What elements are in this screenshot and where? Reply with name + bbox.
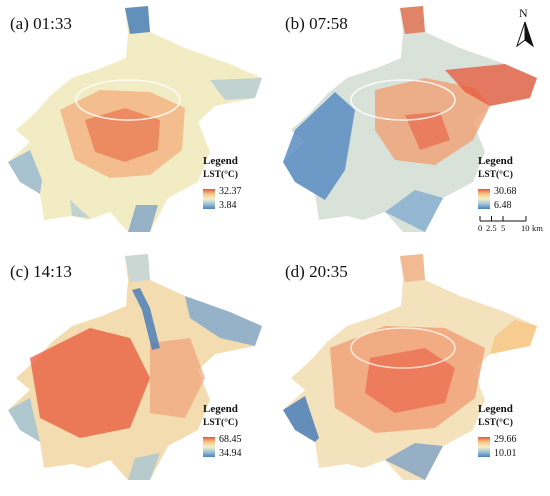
lst-map-c bbox=[8, 254, 262, 480]
north-arrow-icon bbox=[516, 21, 534, 48]
map-panel-b: (b) 07:58 Legend LST(°C) 30.68 6.48 bbox=[275, 0, 550, 248]
lst-map-b bbox=[283, 6, 537, 232]
legend-a-unit: LST(°C) bbox=[203, 170, 238, 180]
scale-unit: km bbox=[532, 223, 543, 233]
lst-map-d bbox=[283, 254, 537, 480]
legend-c-title: Legend bbox=[203, 403, 238, 415]
scale-bar-graphic bbox=[479, 216, 527, 222]
legend-a-min: 3.84 bbox=[219, 200, 237, 211]
scale-tick-3: 10 bbox=[521, 223, 530, 233]
legend-d-max: 29.66 bbox=[494, 434, 517, 445]
legend-b-unit: LST(°C) bbox=[478, 170, 513, 180]
lst-map-a bbox=[8, 6, 262, 232]
legend-d-color-ramp bbox=[478, 437, 490, 457]
panel-a-label: (a) 01:33 bbox=[10, 14, 72, 33]
legend-c-max: 68.45 bbox=[219, 434, 242, 445]
scale-tick-1: 2.5 bbox=[486, 223, 497, 233]
north-arrow: N bbox=[510, 6, 540, 50]
panel-c-label: (c) 14:13 bbox=[10, 262, 72, 281]
map-panel-c: (c) 14:13 Legend LST(°C) 68.45 34.94 bbox=[0, 248, 275, 496]
legend-a: Legend LST(°C) 32.37 3.84 bbox=[203, 155, 273, 211]
legend-b-min: 6.48 bbox=[494, 200, 512, 211]
legend-c: Legend LST(°C) 68.45 34.94 bbox=[203, 403, 273, 459]
legend-b: Legend LST(°C) 30.68 6.48 bbox=[478, 155, 548, 211]
legend-a-color-ramp bbox=[203, 189, 215, 209]
scale-bar: 0 2.5 5 10 km bbox=[476, 210, 548, 236]
map-panel-d: (d) 20:35 Legend LST(°C) 29.66 10.01 bbox=[275, 248, 550, 496]
legend-a-title: Legend bbox=[203, 155, 238, 167]
scale-tick-2: 5 bbox=[501, 223, 506, 233]
legend-d-min: 10.01 bbox=[494, 448, 517, 459]
legend-b-max: 30.68 bbox=[494, 186, 517, 197]
legend-c-unit: LST(°C) bbox=[203, 418, 238, 428]
legend-c-min: 34.94 bbox=[219, 448, 242, 459]
north-arrow-label: N bbox=[519, 6, 528, 20]
legend-d-title: Legend bbox=[478, 403, 513, 415]
legend-d-unit: LST(°C) bbox=[478, 418, 513, 428]
legend-a-max: 32.37 bbox=[219, 186, 242, 197]
legend-b-color-ramp bbox=[478, 189, 490, 209]
legend-d: Legend LST(°C) 29.66 10.01 bbox=[478, 403, 548, 459]
panel-b-label: (b) 07:58 bbox=[285, 14, 348, 33]
legend-b-title: Legend bbox=[478, 155, 513, 167]
legend-c-color-ramp bbox=[203, 437, 215, 457]
scale-tick-0: 0 bbox=[478, 223, 483, 233]
panel-d-label: (d) 20:35 bbox=[285, 262, 348, 281]
map-panel-a: (a) 01:33 Legend LST(°C) 32.37 3.84 bbox=[0, 0, 275, 248]
